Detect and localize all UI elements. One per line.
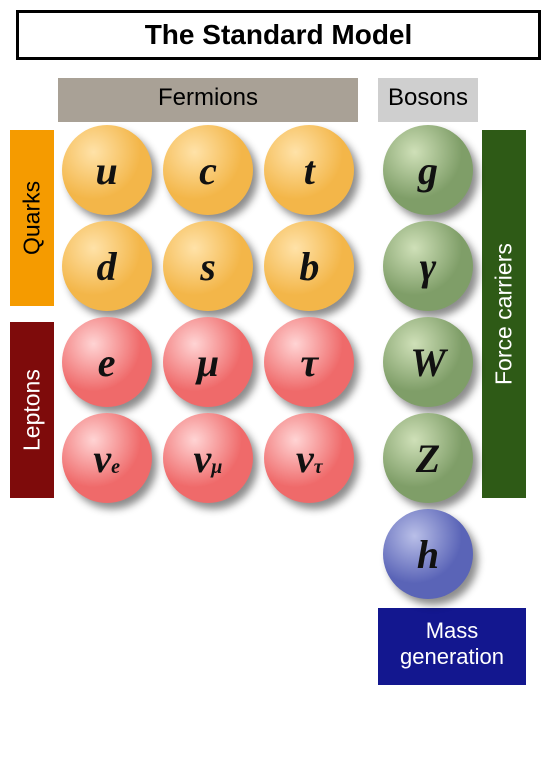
label-force-carriers: Force carriers [482, 130, 526, 498]
particle-b: b [264, 221, 354, 311]
particle-mu: μ [163, 317, 253, 407]
particle-h: h [383, 509, 473, 599]
particle-tau: τ [264, 317, 354, 407]
particle-c: c [163, 125, 253, 215]
leptons-row-1: e μ τ [58, 314, 358, 410]
boson-cell-w: W [378, 314, 478, 410]
particle-nu-mu: νμ [163, 413, 253, 503]
particle-g: g [383, 125, 473, 215]
boson-cell-gamma: γ [378, 218, 478, 314]
particle-w: W [383, 317, 473, 407]
label-quarks: Quarks [10, 130, 54, 306]
particle-s: s [163, 221, 253, 311]
boson-cell-g: g [378, 122, 478, 218]
particle-z: Z [383, 413, 473, 503]
diagram-grid: Fermions Bosons Quarks Leptons Force car… [10, 78, 547, 685]
particle-u: u [62, 125, 152, 215]
particle-nu-tau: ντ [264, 413, 354, 503]
particle-e: e [62, 317, 152, 407]
page-title: The Standard Model [16, 10, 541, 60]
higgs-cell: h [378, 506, 478, 602]
particle-t: t [264, 125, 354, 215]
particle-gamma: γ [383, 221, 473, 311]
label-mass-generation: Massgeneration [378, 608, 526, 685]
header-fermions: Fermions [58, 78, 358, 122]
particle-d: d [62, 221, 152, 311]
label-leptons: Leptons [10, 322, 54, 498]
header-bosons: Bosons [378, 78, 478, 122]
particle-nu-e: νe [62, 413, 152, 503]
leptons-row-2: νe νμ ντ [58, 410, 358, 506]
quarks-row-2: d s b [58, 218, 358, 314]
quarks-row-1: u c t [58, 122, 358, 218]
boson-cell-z: Z [378, 410, 478, 506]
